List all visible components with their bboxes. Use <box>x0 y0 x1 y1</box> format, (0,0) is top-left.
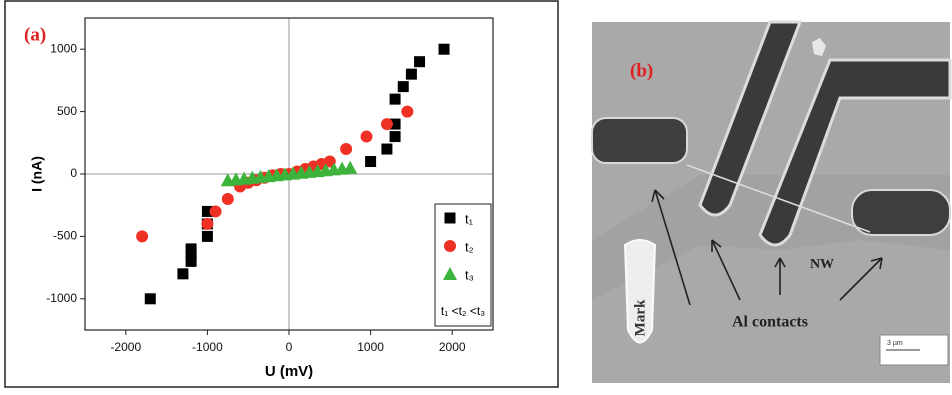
marker-square <box>389 93 401 105</box>
marker-triangle <box>443 267 457 280</box>
particle <box>812 38 826 56</box>
legend-label: t₂ <box>465 239 474 254</box>
panel-label: (b) <box>630 60 653 81</box>
nanowire-label: NW <box>810 257 834 272</box>
panel-label: (a) <box>24 24 46 45</box>
marker-triangle <box>343 160 358 174</box>
y-tick-label: -500 <box>53 229 77 243</box>
marker-square <box>177 268 189 280</box>
marker-circle <box>444 240 456 252</box>
panel-a-frame <box>4 0 559 388</box>
marker-square <box>438 43 450 55</box>
y-tick-label: 0 <box>70 166 77 180</box>
marker-square <box>414 56 426 68</box>
scale-label: 3 µm <box>887 340 903 347</box>
x-tick-label: 1000 <box>357 340 384 354</box>
marker-circle <box>201 217 214 230</box>
marker-square <box>201 230 213 242</box>
marker-circle <box>360 130 373 143</box>
marker-square <box>381 143 393 155</box>
contacts-label: Al contacts <box>732 314 808 331</box>
marker-square <box>185 243 197 255</box>
x-tick-label: 2000 <box>439 340 466 354</box>
marker-square <box>444 212 456 224</box>
x-axis-label: U (mV) <box>265 363 313 380</box>
alignment-mark <box>623 239 657 344</box>
y-tick-label: -1000 <box>46 291 77 305</box>
marker-square <box>201 205 213 217</box>
contact-finger <box>758 58 952 247</box>
marker-square <box>389 118 401 130</box>
marker-circle <box>221 192 234 205</box>
marker-square <box>365 156 377 168</box>
x-tick-label: -2000 <box>110 340 141 354</box>
mark-label: Mark <box>632 299 648 336</box>
contact-pad <box>851 189 951 236</box>
marker-circle <box>401 105 414 118</box>
x-tick-label: -1000 <box>192 340 223 354</box>
marker-square <box>397 81 409 93</box>
contact-finger <box>698 20 803 217</box>
legend-annotation: t₁ <t₂ <t₃ <box>441 304 485 318</box>
marker-circle <box>209 205 222 218</box>
legend-box <box>434 203 492 327</box>
marker-circle <box>380 118 393 131</box>
marker-square <box>405 68 417 80</box>
contact-pad <box>591 117 688 164</box>
marker-circle <box>136 230 149 243</box>
x-tick-label: 0 <box>286 340 293 354</box>
legend-label: t₃ <box>465 267 474 282</box>
y-tick-label: 1000 <box>50 41 77 55</box>
marker-circle <box>340 143 353 156</box>
marker-square <box>185 255 197 267</box>
marker-square <box>389 131 401 143</box>
arrows <box>651 189 883 306</box>
y-axis-label: I (nA) <box>29 156 45 192</box>
marker-square <box>185 249 197 261</box>
panel-b: (b) Mark Al contacts NW 3 µm <box>591 20 952 383</box>
legend-label: t₁ <box>465 211 474 226</box>
y-tick-label: 500 <box>57 104 77 118</box>
nanowire <box>686 164 871 233</box>
marker-square <box>144 293 156 305</box>
